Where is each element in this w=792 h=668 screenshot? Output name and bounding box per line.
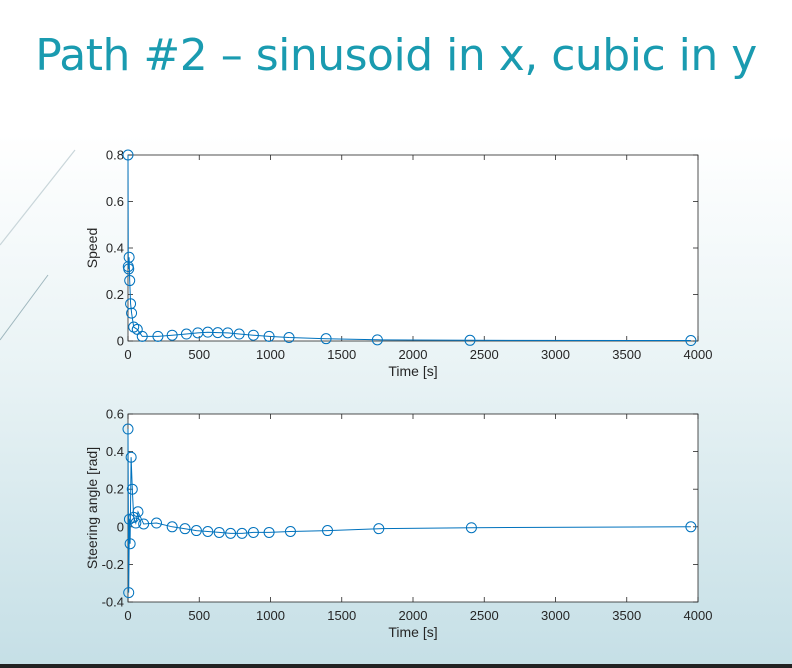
- y-tick-label: 0.6: [106, 194, 124, 209]
- x-tick-label: 0: [124, 347, 131, 362]
- y-tick-label: 0.2: [106, 287, 124, 302]
- x-tick-label: 4000: [684, 608, 713, 623]
- data-point: [283, 332, 295, 344]
- plot-frame: [127, 154, 699, 342]
- data-point: [136, 330, 148, 342]
- data-point: [222, 327, 234, 339]
- y-tick-label: 0: [117, 334, 124, 349]
- data-point: [263, 330, 275, 342]
- x-axis-label: Time [s]: [388, 624, 437, 640]
- y-tick-label: 0: [117, 519, 124, 534]
- y-tick-label: -0.4: [102, 595, 124, 610]
- x-tick-label: 3000: [541, 608, 570, 623]
- x-tick-label: 2000: [399, 608, 428, 623]
- data-point: [128, 511, 140, 523]
- data-point: [122, 149, 134, 161]
- data-point: [263, 526, 275, 538]
- x-tick-label: 2000: [399, 347, 428, 362]
- x-tick-label: 1000: [256, 608, 285, 623]
- data-point: [122, 423, 134, 435]
- data-point: [320, 333, 332, 345]
- data-point: [685, 335, 697, 347]
- steering-angle-chart: 0 500 1000 1500 2000 2500 3000 3500 4000 -0.4 -0.2…: [84, 407, 712, 641]
- data-point: [123, 251, 135, 263]
- y-tick-label: -0.2: [102, 557, 124, 572]
- plot-frame: [127, 413, 699, 603]
- x-tick-label: 1000: [256, 347, 285, 362]
- x-tick-label: 2500: [470, 608, 499, 623]
- data-point: [322, 525, 333, 537]
- x-axis-label: Time [s]: [388, 363, 437, 379]
- x-tick-label: 1500: [327, 608, 356, 623]
- data-point: [371, 334, 383, 346]
- data-point: [125, 298, 137, 310]
- data-point: [124, 275, 136, 287]
- y-tick-label: 0.2: [106, 482, 124, 497]
- data-point: [373, 523, 385, 535]
- data-point: [213, 526, 225, 538]
- x-tick-label: 500: [188, 608, 210, 623]
- data-point: [123, 263, 135, 275]
- data-point: [202, 526, 214, 537]
- data-point: [685, 521, 697, 533]
- x-tick-label: 0: [124, 608, 131, 623]
- y-axis-label: Speed: [84, 228, 100, 268]
- y-tick-label: 0.4: [106, 444, 124, 459]
- y-axis-label: Steering angle [rad]: [84, 447, 100, 569]
- data-point: [180, 328, 192, 340]
- series-line: [127, 428, 691, 593]
- x-tick-label: 3500: [612, 347, 641, 362]
- data-point: [284, 526, 296, 537]
- bottom-bar: [0, 664, 792, 668]
- data-point: [130, 517, 142, 529]
- data-point: [465, 522, 477, 534]
- data-point: [123, 587, 135, 599]
- data-point: [124, 538, 136, 550]
- data-point: [132, 506, 144, 518]
- data-point: [126, 307, 138, 319]
- series-line: [127, 154, 691, 341]
- x-tick-label: 3500: [612, 608, 641, 623]
- data-point: [225, 527, 237, 539]
- x-tick-label: 4000: [684, 347, 713, 362]
- x-tick-label: 500: [188, 347, 210, 362]
- x-tick-label: 3000: [541, 347, 570, 362]
- y-tick-label: 0.6: [106, 407, 124, 422]
- data-point: [166, 521, 178, 533]
- y-tick-label: 0.8: [106, 148, 124, 163]
- speed-chart: 0 500 1000 1500 2000 2500 3000 3500 4000 0 0.2 0.4 0…: [84, 148, 712, 380]
- data-point: [236, 527, 248, 539]
- data-point: [464, 334, 476, 346]
- data-point: [247, 526, 259, 538]
- data-point: [166, 329, 178, 341]
- data-point: [126, 483, 138, 495]
- x-tick-label: 2500: [470, 347, 499, 362]
- data-point: [179, 523, 191, 535]
- data-point: [247, 329, 259, 341]
- data-point: [151, 517, 162, 529]
- data-point: [152, 330, 164, 342]
- x-tick-label: 1500: [327, 347, 356, 362]
- data-point: [128, 321, 140, 333]
- data-point: [138, 518, 150, 530]
- y-tick-label: 0.4: [106, 241, 124, 256]
- slide-title: Path #2 – sinusoid in x, cubic in y: [35, 30, 757, 81]
- data-point: [190, 525, 202, 537]
- data-point: [233, 328, 245, 340]
- data-point: [125, 451, 137, 463]
